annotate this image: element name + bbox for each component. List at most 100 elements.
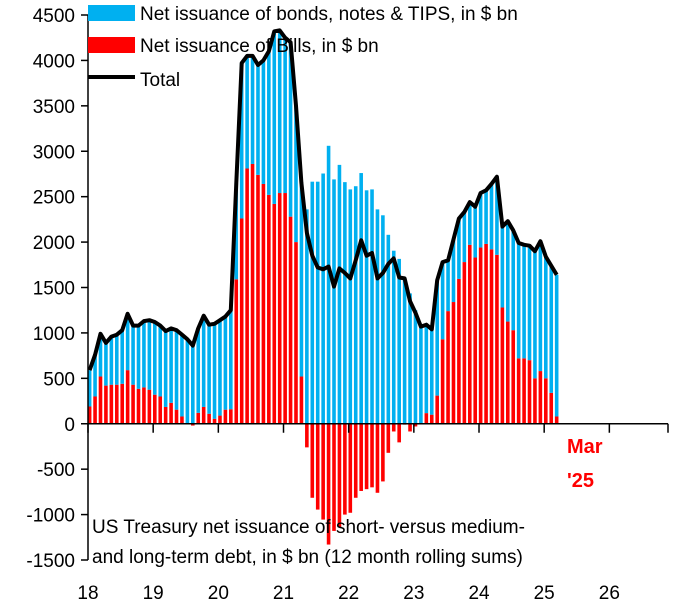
- x-tick-label: 18: [77, 583, 98, 604]
- bar-bonds: [104, 342, 108, 386]
- y-tick-label: -500: [37, 460, 75, 481]
- bar-bonds: [277, 30, 282, 194]
- bar-bonds: [109, 336, 114, 385]
- bar-bills: [142, 387, 146, 424]
- y-tick-label: 3500: [33, 97, 75, 118]
- bar-bonds: [201, 315, 206, 407]
- bar-bonds: [223, 316, 228, 410]
- bar-bills: [457, 278, 461, 424]
- bar-bills: [109, 384, 114, 424]
- y-tick-label: 2000: [33, 233, 75, 254]
- bar-bonds: [451, 239, 456, 303]
- bar-bills: [554, 416, 559, 424]
- bar-bills: [158, 396, 163, 424]
- bar-bonds: [370, 189, 374, 424]
- bars-layer: [87, 30, 559, 545]
- y-tick-label: 2500: [33, 188, 75, 209]
- bar-bills: [386, 423, 391, 453]
- bar-bills: [473, 257, 478, 424]
- bar-bonds: [196, 328, 201, 413]
- bar-bonds: [245, 55, 249, 169]
- bar-bonds: [462, 212, 467, 263]
- bar-bills: [218, 415, 222, 424]
- bar-bills: [370, 423, 374, 488]
- bar-bills: [348, 423, 353, 513]
- bar-bonds: [261, 60, 266, 184]
- bar-bills: [98, 376, 103, 424]
- x-tick-label: 19: [143, 583, 164, 604]
- bar-bonds: [120, 330, 125, 384]
- bar-bills: [440, 339, 445, 424]
- bar-bonds: [321, 173, 325, 424]
- bar-bonds: [446, 260, 450, 312]
- y-tick-label: 1500: [33, 279, 75, 300]
- bar-bills: [424, 413, 429, 424]
- chart-note-line1: US Treasury net issuance of short- versu…: [92, 517, 525, 538]
- bar-bonds: [125, 313, 130, 371]
- bar-bonds: [185, 339, 190, 424]
- bar-bills: [234, 279, 239, 424]
- bar-bonds: [98, 333, 103, 377]
- bar-bonds: [131, 325, 135, 385]
- bar-bonds: [364, 190, 369, 424]
- bar-bonds: [353, 186, 358, 424]
- bar-bonds: [218, 320, 222, 416]
- bar-bonds: [489, 183, 494, 250]
- bar-bills: [163, 406, 168, 424]
- bar-bonds: [549, 265, 554, 393]
- axes-layer: 4500 4000 3500 3000 2500 2000 1500 1000 500 0 -500…: [26, 6, 669, 604]
- bar-bills: [381, 423, 385, 482]
- bar-bonds: [413, 310, 418, 424]
- legend-swatch-bonds: [88, 5, 135, 21]
- bar-bonds: [305, 209, 309, 424]
- bar-bonds: [174, 330, 179, 410]
- bar-bills: [201, 406, 206, 424]
- bar-bills: [267, 194, 271, 424]
- bar-bonds: [505, 221, 510, 322]
- bar-bonds: [511, 230, 516, 331]
- x-tick-label: 25: [534, 583, 555, 604]
- bar-bills: [511, 330, 516, 424]
- bar-bills: [104, 385, 108, 424]
- bar-bills: [413, 423, 418, 427]
- bar-bills: [152, 394, 157, 424]
- bar-bills: [120, 383, 125, 424]
- bar-bills: [245, 168, 249, 424]
- bar-bills: [321, 423, 325, 520]
- legend-label-bonds: Net issuance of bonds, notes & TIPS, in …: [140, 4, 518, 25]
- bar-bills: [391, 423, 396, 432]
- bar-bills: [522, 358, 526, 424]
- bar-bonds: [424, 324, 429, 414]
- y-tick-label: 1000: [33, 324, 75, 345]
- bar-bonds: [272, 31, 277, 204]
- bar-bills: [408, 423, 412, 432]
- bar-bonds: [516, 242, 521, 359]
- x-tick-label: 23: [403, 583, 424, 604]
- bar-bills: [272, 203, 277, 424]
- bar-bonds: [386, 234, 391, 424]
- bar-bills: [527, 360, 532, 424]
- bar-bills: [114, 384, 119, 424]
- chart-note-line2: and long-term debt, in $ bn (12 month ro…: [92, 547, 523, 568]
- x-tick-label: 26: [599, 583, 620, 604]
- bar-bonds: [299, 183, 304, 377]
- bar-bills: [337, 423, 342, 528]
- bar-bonds: [397, 258, 401, 424]
- bar-bonds: [191, 343, 195, 424]
- bar-bonds: [538, 241, 543, 372]
- bar-bills: [250, 163, 255, 424]
- y-tick-label: 4500: [33, 6, 75, 27]
- x-tick-label: 20: [208, 583, 229, 604]
- bar-bills: [125, 370, 130, 424]
- total-line-layer: [87, 28, 559, 371]
- bar-bonds: [533, 251, 537, 379]
- bar-bonds: [359, 173, 363, 424]
- bar-bills: [93, 396, 97, 424]
- bar-bonds: [267, 51, 271, 195]
- bar-bonds: [544, 256, 548, 379]
- bar-bills: [147, 389, 152, 424]
- bar-bills: [484, 243, 488, 424]
- bar-bills: [489, 249, 494, 424]
- bar-bonds: [87, 370, 92, 407]
